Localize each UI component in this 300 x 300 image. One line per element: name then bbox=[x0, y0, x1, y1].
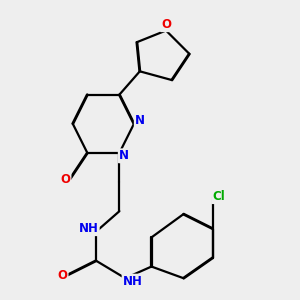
Text: O: O bbox=[161, 18, 171, 31]
Text: NH: NH bbox=[79, 222, 99, 235]
Text: N: N bbox=[119, 149, 129, 162]
Text: O: O bbox=[61, 172, 70, 186]
Text: N: N bbox=[135, 114, 145, 128]
Text: NH: NH bbox=[123, 274, 142, 288]
Text: O: O bbox=[58, 269, 68, 282]
Text: Cl: Cl bbox=[212, 190, 225, 203]
